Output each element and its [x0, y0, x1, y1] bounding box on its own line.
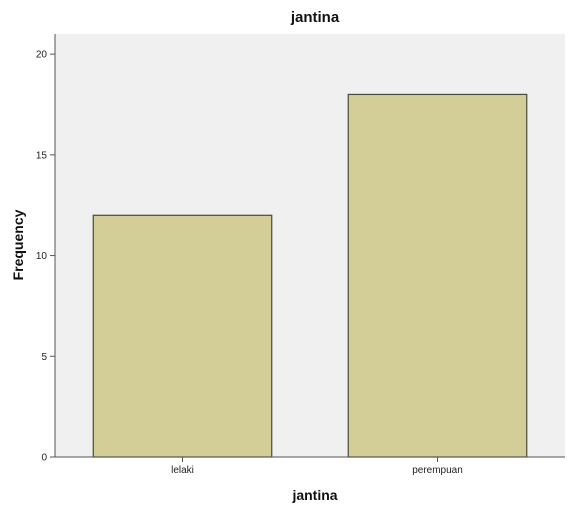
y-axis-title: Frequency — [10, 209, 26, 280]
bars-group — [92, 93, 528, 458]
chart-title: jantina — [290, 9, 340, 26]
x-axis-title: jantina — [291, 487, 337, 503]
y-tick-label: 10 — [36, 251, 48, 262]
x-tick-label-perempuan: perempuan — [412, 465, 463, 476]
x-axis: lelaki perempuan — [55, 456, 565, 476]
y-tick-label: 15 — [36, 150, 48, 161]
bar-perempuan — [347, 93, 528, 458]
y-tick-label: 20 — [36, 50, 48, 61]
y-axis: 0 5 10 15 20 — [36, 34, 56, 464]
y-tick-label: 5 — [41, 352, 47, 363]
bar-lelaki — [92, 214, 273, 458]
y-tick-label: 0 — [41, 453, 47, 464]
x-tick-label-lelaki: lelaki — [171, 465, 194, 476]
